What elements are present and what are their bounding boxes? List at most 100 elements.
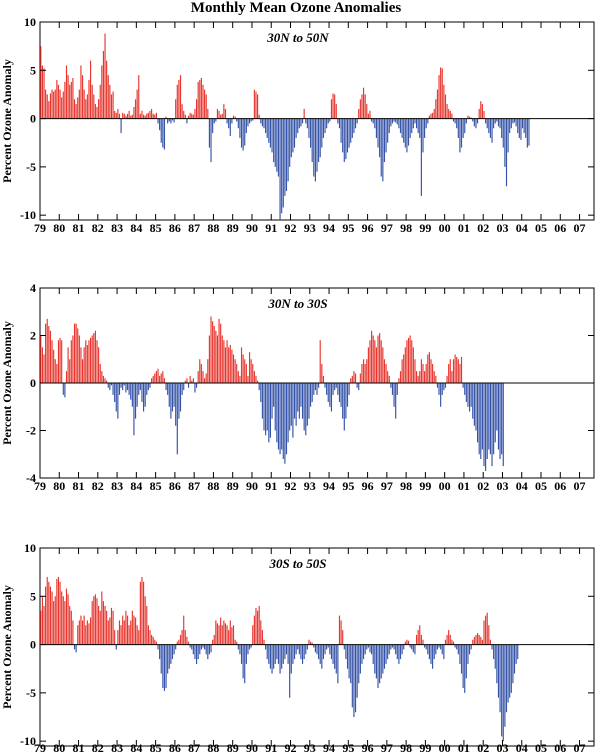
anomaly-bar [468,116,471,119]
anomaly-bar [147,625,149,645]
anomaly-bar [480,636,482,645]
anomaly-bar [216,623,219,645]
anomaly-bar [122,112,124,119]
anomaly-bar [118,383,121,395]
anomaly-bar [284,383,286,464]
y-tick-label: -5 [26,686,36,700]
x-tick-label: 01 [458,479,470,493]
anomaly-bar [509,118,511,134]
anomaly-bar [282,644,284,664]
x-tick-label: 99 [419,741,431,755]
anomaly-bar [316,644,318,655]
anomaly-bar [459,644,461,664]
anomaly-bar [45,89,47,119]
x-tick-label: 94 [323,479,335,493]
anomaly-bar [232,625,235,645]
anomaly-bar [146,383,148,395]
anomaly-bar [146,605,148,645]
anomaly-bar [90,617,92,645]
anomaly-bar [486,383,488,459]
x-tick-label: 99 [419,479,431,493]
anomaly-bar [403,354,405,383]
anomaly-bar [157,368,159,383]
anomaly-bar [367,113,369,119]
anomaly-bar [432,112,434,119]
anomaly-bar [319,644,321,664]
anomaly-bar [109,617,111,645]
anomaly-bar [70,340,72,383]
anomaly-bar [229,118,231,136]
anomaly-bar [504,644,506,727]
anomaly-bar [273,644,275,669]
anomaly-bar [415,371,418,384]
anomaly-bar [117,108,119,119]
anomaly-bar [462,644,464,689]
y-axis-ticks: 4 2 0 -2 -4 [26,281,594,485]
anomaly-bar [443,644,445,660]
anomaly-bar [85,99,87,119]
anomaly-bar [168,644,170,669]
anomaly-bar [440,67,442,119]
anomaly-bar [207,359,209,383]
anomaly-bar [322,644,325,660]
anomaly-bar [457,644,459,655]
anomaly-bar [350,118,352,143]
anomaly-bar [335,383,337,388]
anomaly-bar [261,118,263,127]
anomaly-bar [493,383,495,455]
anomaly-bar [308,118,310,138]
anomaly-bar [244,359,246,383]
x-tick-label: 86 [169,221,181,235]
anomaly-bar [114,630,116,645]
anomaly-bar [491,383,493,467]
x-tick-label: 90 [246,221,258,235]
anomaly-bar [226,340,228,383]
anomaly-bar [266,383,268,431]
x-tick-label: 89 [227,221,239,235]
anomaly-bar [383,118,386,163]
bar-series [40,576,519,742]
anomaly-bar [168,383,170,407]
y-tick-label: -2 [26,424,36,438]
anomaly-bar [449,634,451,645]
anomaly-bar [459,364,461,383]
y-tick-label: 0 [30,376,36,390]
anomaly-bar [388,644,390,655]
anomaly-bar [65,65,68,119]
anomaly-bar [195,99,198,119]
anomaly-bar [257,94,259,119]
anomaly-bar [345,118,347,160]
anomaly-bar [199,644,201,655]
anomaly-bar [208,644,210,655]
anomaly-bar [284,644,286,660]
anomaly-bar [305,383,307,436]
anomaly-bar [175,644,177,650]
anomaly-bar [276,644,278,660]
anomaly-bar [46,94,48,119]
panel-title: 30N to 50N [266,30,329,45]
anomaly-bar [78,89,80,119]
anomaly-bar [290,383,292,426]
anomaly-bar [321,644,323,669]
anomaly-bar [438,644,440,648]
anomaly-bar [159,375,161,384]
anomaly-bar [144,383,146,407]
x-tick-label: 97 [381,221,393,235]
anomaly-bar [67,594,69,645]
anomaly-bar [310,118,312,148]
anomaly-bar [131,610,133,645]
anomaly-bar [181,104,183,119]
anomaly-bar [340,383,342,407]
anomaly-bar [432,644,434,669]
anomaly-bar [444,383,447,388]
anomaly-bar [274,383,276,431]
anomaly-bar [313,383,315,395]
anomaly-bar [456,118,458,129]
anomaly-bar [303,383,305,431]
anomaly-bar [293,644,296,660]
anomaly-bar [239,644,241,655]
x-tick-label: 98 [400,741,412,755]
anomaly-bar [85,625,87,645]
anomaly-bar [109,383,111,391]
anomaly-bar [266,644,268,660]
